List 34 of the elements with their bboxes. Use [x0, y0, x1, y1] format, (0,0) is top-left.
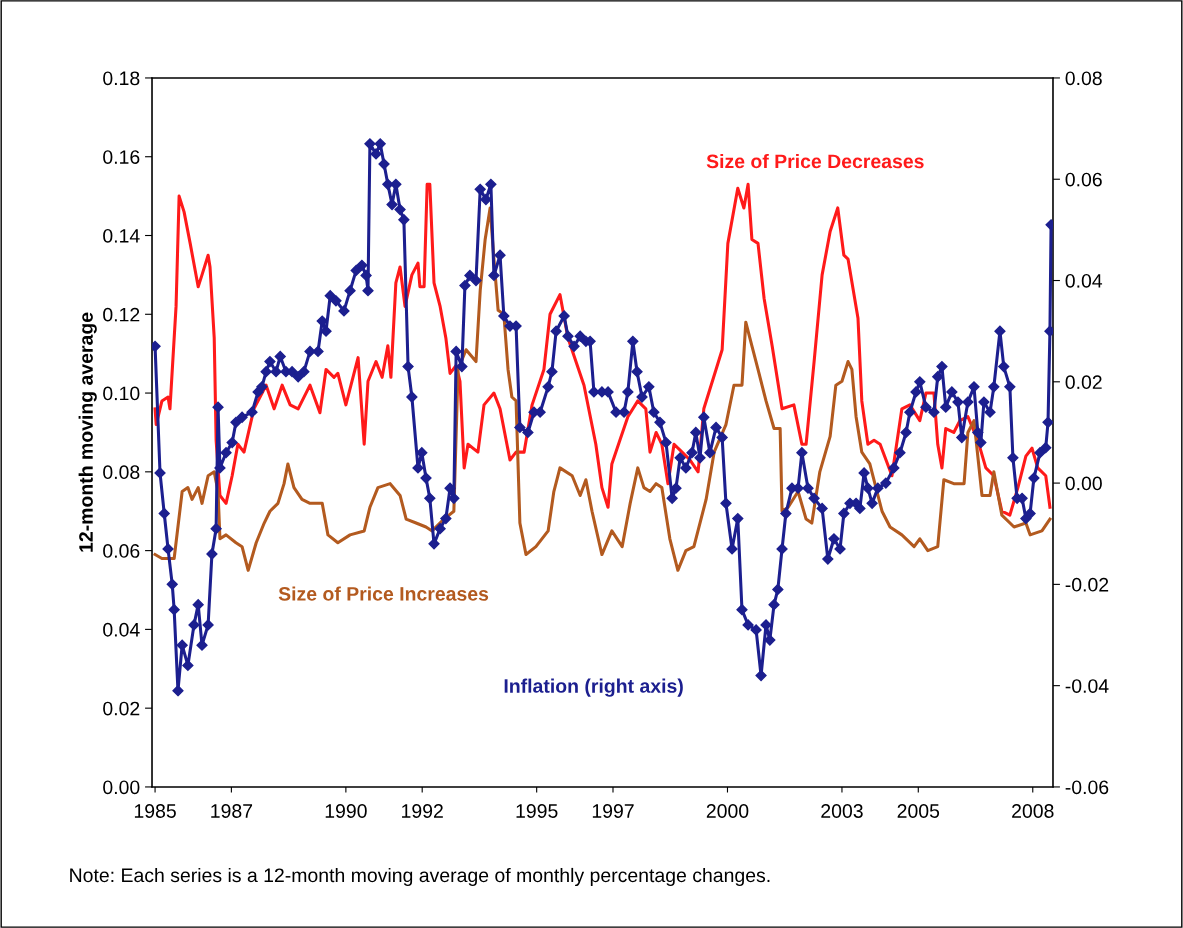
y2-tick-label: -0.06	[1065, 780, 1109, 795]
y-tick-label: 0.08	[103, 465, 140, 480]
x-tick-label: 1987	[211, 804, 253, 818]
y2-tick-label: 0.04	[1065, 273, 1103, 288]
y-tick-label: 0.04	[103, 622, 140, 637]
y2-tick-label: 0.00	[1065, 476, 1102, 491]
y-tick-label: 0.02	[103, 701, 140, 716]
series-label: Size of Price Increases	[278, 586, 489, 601]
x-tick-label: 2003	[821, 804, 863, 818]
y2-tick-label: 0.06	[1065, 172, 1102, 187]
y-tick-label: 0.16	[103, 150, 140, 164]
y2-tick-label: 0.02	[1065, 375, 1102, 390]
y-tick-label: 0.06	[103, 544, 140, 558]
series-label: Size of Price Decreases	[706, 153, 924, 169]
x-tick-label: 2005	[897, 804, 940, 818]
y-tick-label: 0.18	[103, 71, 140, 86]
y-tick-label: 0.00	[103, 780, 140, 795]
x-tick-label: 1992	[402, 804, 443, 818]
x-tick-label: 1995	[516, 804, 558, 818]
y2-tick-label: 0.08	[1065, 71, 1102, 86]
x-tick-label: 1985	[134, 804, 176, 818]
x-tick-label: 1990	[325, 804, 367, 818]
y-tick-label: 0.14	[103, 228, 140, 243]
y-axis-title: 12-month moving average	[78, 312, 97, 552]
line-series	[153, 182, 1052, 517]
x-tick-label: 2000	[706, 804, 749, 818]
y-tick-label: 0.12	[103, 307, 140, 322]
x-tick-label: 1997	[592, 804, 634, 818]
text: Inflation (right axis)	[504, 678, 683, 697]
y-tick-label: 0.10	[103, 386, 140, 401]
y2-tick-label: -0.04	[1065, 679, 1109, 693]
y2-tick-label: -0.02	[1065, 577, 1109, 592]
x-tick-label: 2008	[1012, 804, 1054, 818]
text: Note: Each series is a 12-month moving average of monthly percentage changes.	[70, 867, 770, 887]
